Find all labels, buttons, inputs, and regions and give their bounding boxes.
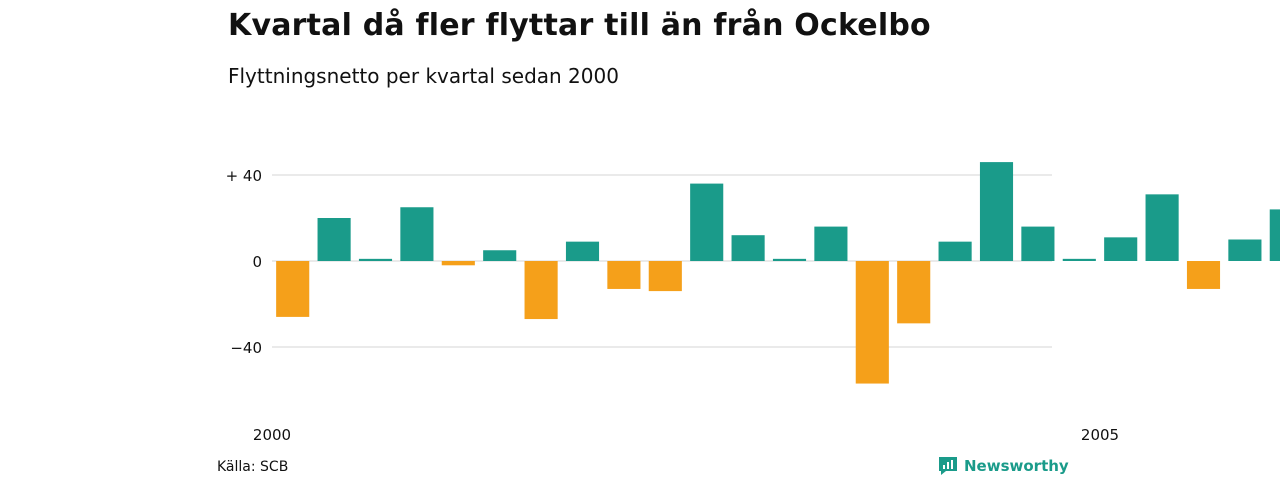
bar — [1228, 239, 1262, 261]
x-tick-labels: 20002005201020152020 — [253, 426, 1119, 444]
x-tick-label: 2005 — [1081, 426, 1119, 444]
bar — [731, 235, 765, 261]
y-tick-label: 0 — [252, 253, 262, 271]
bar — [400, 207, 434, 261]
bar — [772, 258, 807, 261]
bar — [524, 261, 558, 320]
y-tick-labels: + 40 0 −40 — [226, 167, 262, 357]
bar — [276, 261, 310, 317]
bar — [441, 261, 475, 266]
brand-name: Newsworthy — [964, 457, 1069, 475]
y-tick-label: + 40 — [226, 167, 262, 185]
bar — [1186, 261, 1221, 289]
bar — [855, 261, 889, 384]
bar — [814, 226, 848, 261]
bar — [483, 250, 517, 261]
chart-subtitle: Flyttningsnetto per kvartal sedan 2000 — [228, 64, 619, 88]
bar — [565, 241, 600, 261]
newsworthy-logo-icon — [939, 457, 957, 475]
bar — [1104, 237, 1138, 261]
bar — [648, 261, 682, 292]
bar — [1145, 194, 1179, 261]
bar — [1062, 258, 1096, 261]
bar — [1269, 209, 1280, 261]
bar — [317, 218, 351, 261]
brand-logo: Newsworthy — [938, 456, 1069, 476]
bar — [358, 258, 393, 261]
x-tick-label: 2000 — [253, 426, 291, 444]
bar — [897, 261, 931, 324]
chart-title: Kvartal då fler flyttar till än från Ock… — [228, 8, 931, 43]
bar — [1021, 226, 1055, 261]
bar — [607, 261, 641, 289]
bar — [938, 241, 972, 261]
y-tick-label: −40 — [230, 339, 262, 357]
bars — [276, 162, 1280, 384]
source-note: Källa: SCB — [217, 459, 289, 475]
bar — [690, 183, 724, 261]
bar — [979, 162, 1014, 261]
